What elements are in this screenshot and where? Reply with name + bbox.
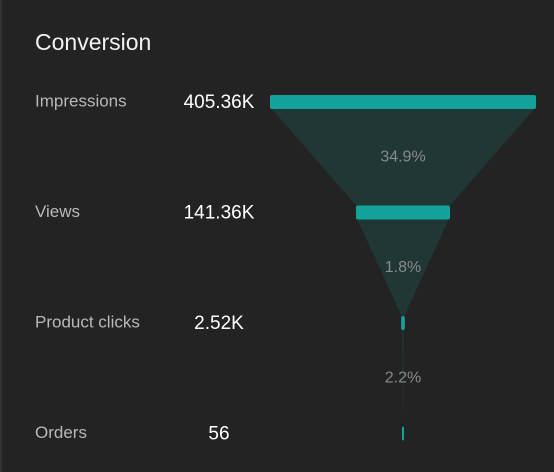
stage-label: Orders (35, 423, 87, 442)
funnel-bar (355, 205, 451, 220)
conversion-rate: 1.8% (385, 259, 421, 276)
stage-label: Views (35, 202, 80, 221)
stage-value: 141.36K (184, 203, 255, 224)
stage-value: 2.52K (194, 313, 244, 334)
stage-label: Impressions (35, 91, 127, 110)
funnel-bar (270, 95, 536, 109)
conversion-rate: 2.2% (385, 369, 421, 386)
funnel-bar (401, 316, 405, 330)
panel-edge (0, 0, 2, 472)
stage-value: 56 (208, 424, 229, 445)
conversion-rate: 34.9% (380, 148, 425, 165)
funnel-connector (356, 218, 450, 317)
stage-label: Product clicks (35, 312, 140, 331)
stage-value: 405.36K (184, 92, 255, 113)
funnel-connector (402, 329, 404, 428)
chart-title: Conversion (35, 29, 151, 55)
funnel-connector (271, 108, 535, 207)
